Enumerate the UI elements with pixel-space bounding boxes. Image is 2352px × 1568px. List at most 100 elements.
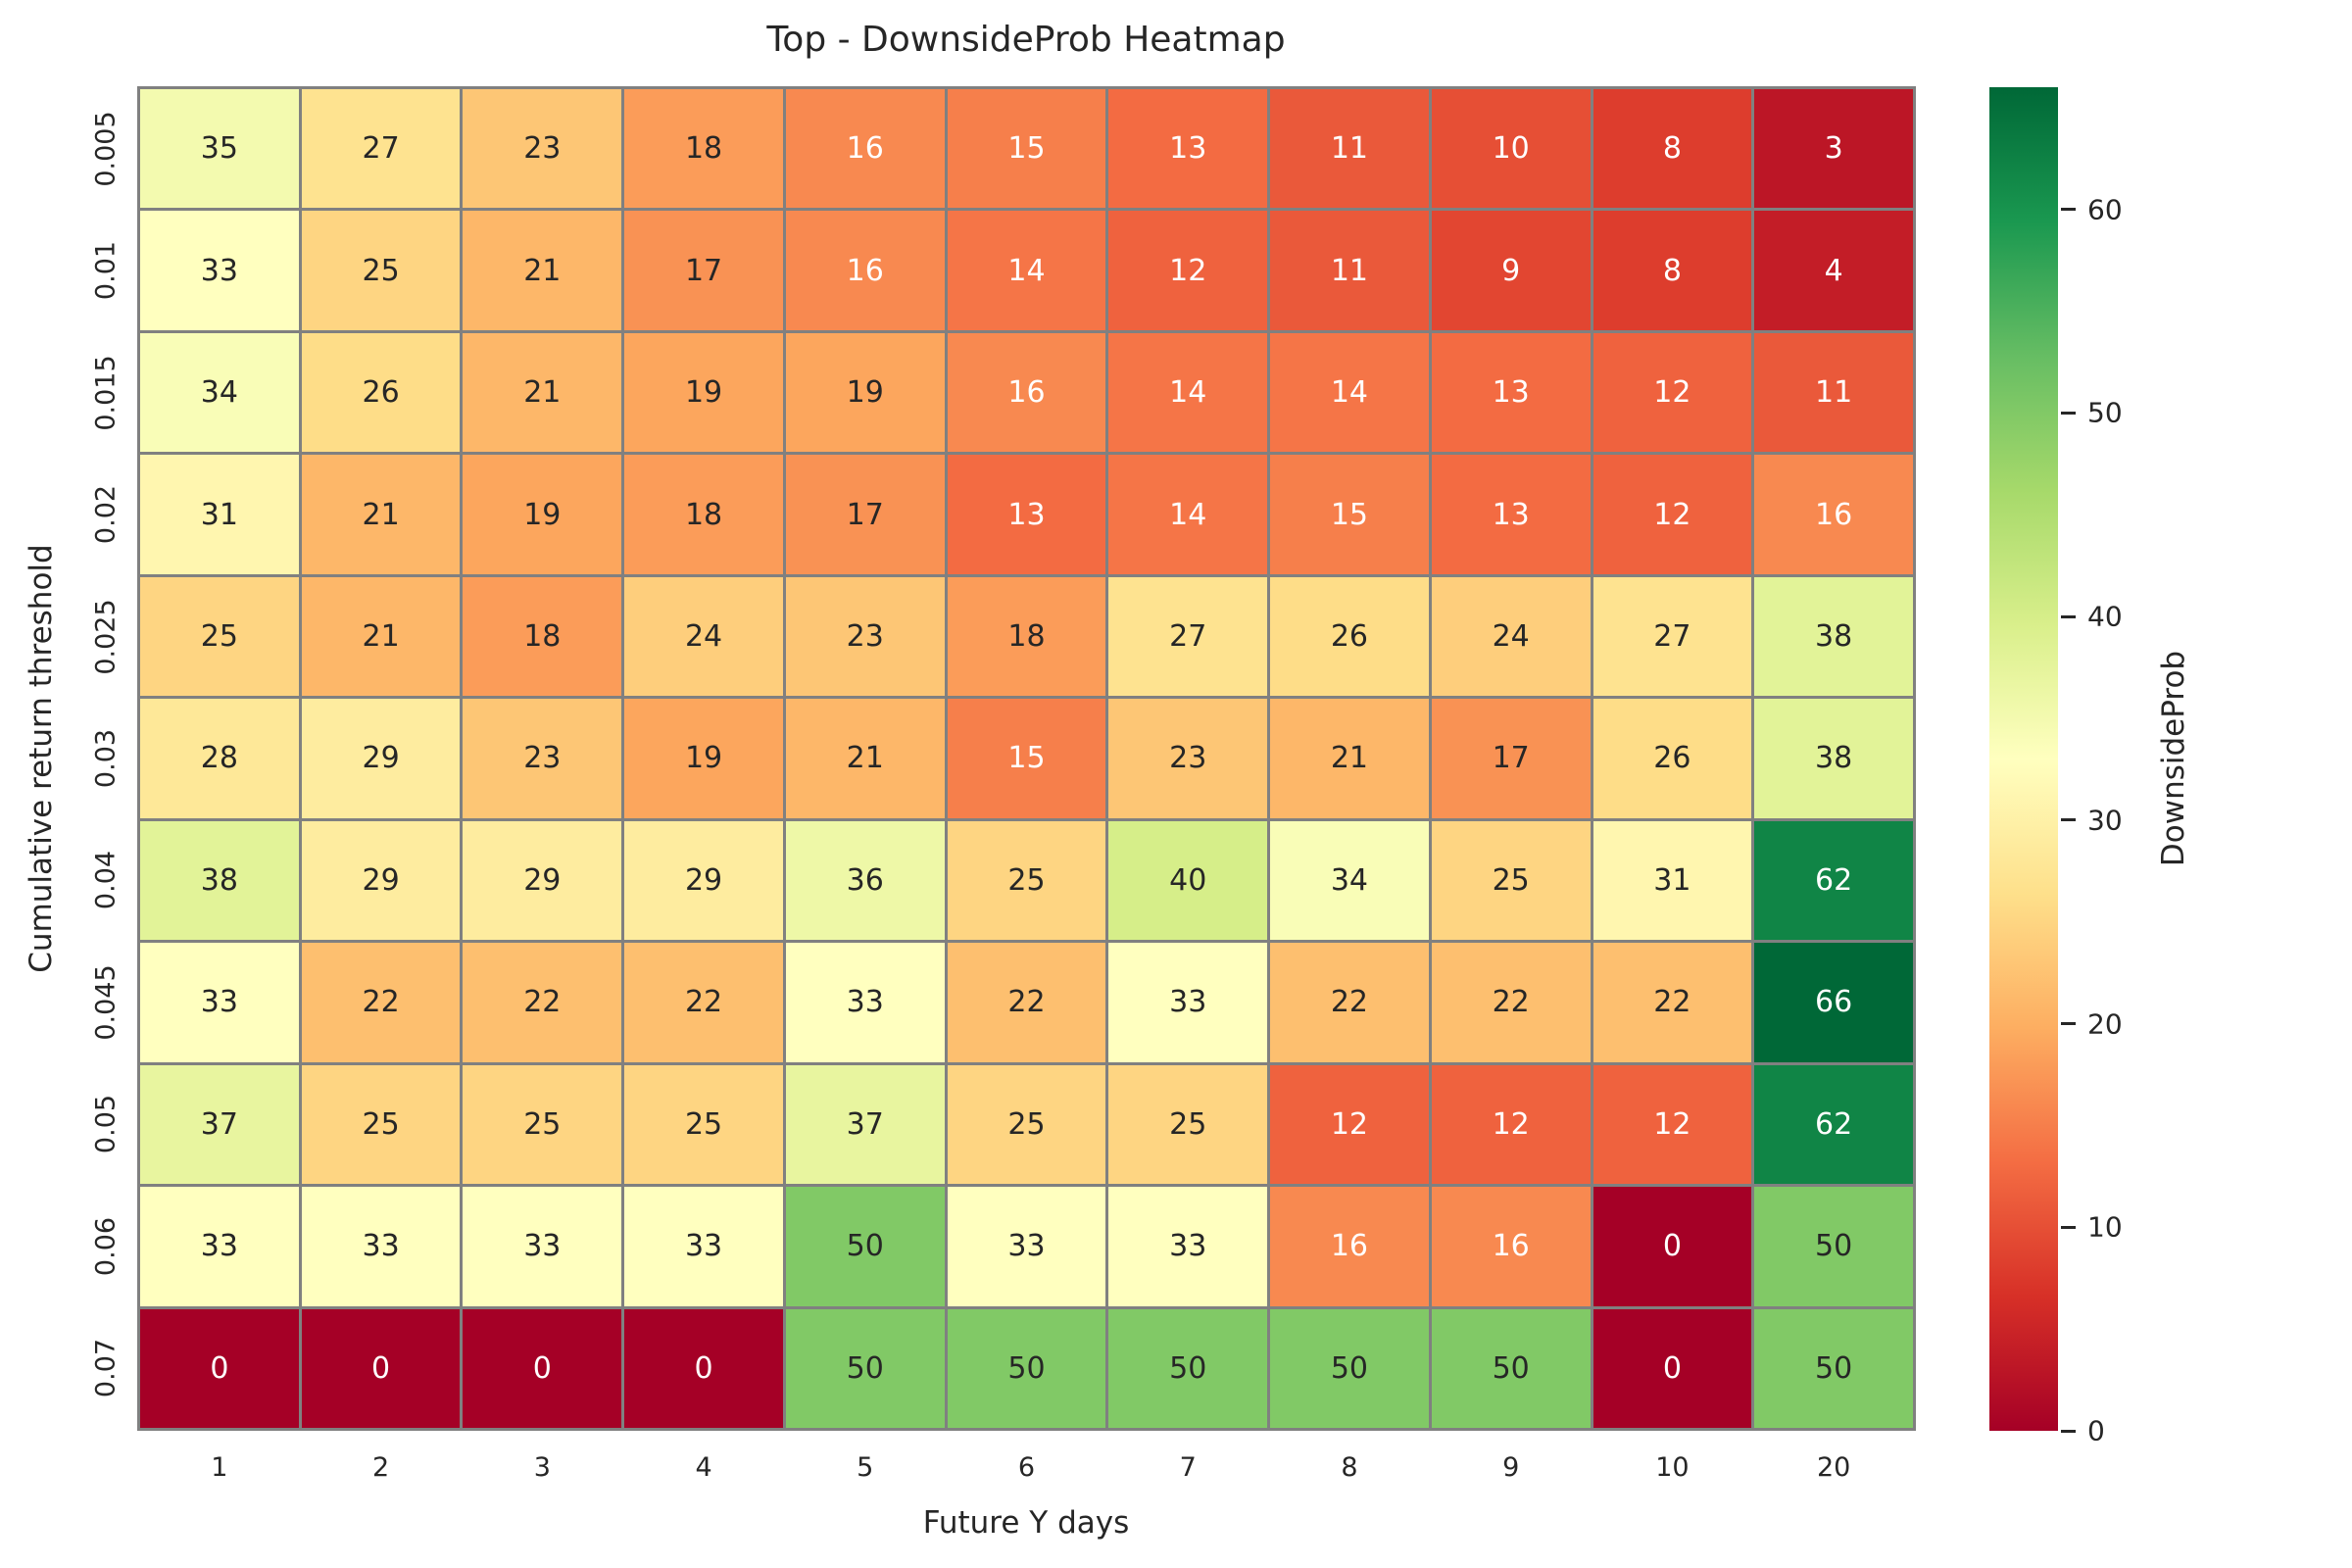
heatmap-cell: 34 [1270, 820, 1429, 941]
heatmap-cell: 25 [1108, 1064, 1268, 1185]
colorbar-tick-label: 60 [2087, 193, 2123, 226]
x-axis-label: Future Y days [922, 1505, 1130, 1541]
heatmap-cell: 28 [140, 699, 299, 818]
heatmap-cell: 11 [1270, 211, 1429, 330]
heatmap-cell: 33 [301, 1187, 461, 1306]
heatmap-cell: 23 [785, 576, 945, 697]
colorbar-tick-label: 0 [2087, 1414, 2105, 1447]
heatmap-cell: 33 [947, 1187, 1106, 1306]
x-tick-label: 20 [1816, 1452, 1851, 1483]
heatmap-cell: 34 [140, 332, 299, 453]
heatmap-cell: 16 [785, 211, 945, 330]
y-tick-label: 0.04 [90, 851, 122, 910]
heatmap-cell: 25 [463, 1064, 622, 1185]
heatmap-cell: 36 [785, 820, 945, 941]
heatmap-cell: 33 [140, 943, 299, 1062]
heatmap-cell: 14 [1270, 332, 1429, 453]
heatmap-cell: 14 [947, 211, 1106, 330]
heatmap-cell: 40 [1108, 820, 1268, 941]
heatmap-cell: 22 [947, 943, 1106, 1062]
colorbar-tickmark [2061, 1225, 2076, 1229]
heatmap-cell: 12 [1592, 332, 1752, 453]
heatmap-cell: 33 [463, 1187, 622, 1306]
heatmap-cell: 50 [1270, 1308, 1429, 1428]
heatmap-cell: 0 [1592, 1187, 1752, 1306]
heatmap-cell: 19 [624, 332, 783, 453]
heatmap-cell: 11 [1270, 89, 1429, 209]
heatmap-cell: 22 [301, 943, 461, 1062]
heatmap-cell: 16 [947, 332, 1106, 453]
heatmap-cell: 38 [1754, 576, 1913, 697]
y-tick-label: 0.015 [90, 354, 122, 431]
heatmap-cell: 50 [1754, 1308, 1913, 1428]
x-tick-label: 8 [1341, 1452, 1358, 1483]
heatmap-cell: 25 [1431, 820, 1591, 941]
y-tick-label: 0.005 [90, 111, 122, 187]
x-tick-label: 2 [371, 1452, 390, 1483]
heatmap-cell: 35 [140, 89, 299, 209]
heatmap-cell: 62 [1754, 820, 1913, 941]
heatmap-cell: 25 [947, 820, 1106, 941]
colorbar-tick-label: 40 [2087, 600, 2123, 633]
heatmap-cell: 18 [624, 89, 783, 209]
x-tick-label: 1 [211, 1452, 228, 1483]
heatmap-cell: 19 [785, 332, 945, 453]
y-tick-label: 0.06 [90, 1216, 122, 1276]
heatmap-cell: 38 [1754, 699, 1913, 818]
heatmap-cell: 26 [1592, 699, 1752, 818]
heatmap-cell: 33 [140, 1187, 299, 1306]
heatmap-cell: 25 [140, 576, 299, 697]
x-tick-label: 6 [1017, 1452, 1036, 1483]
colorbar-tick-label: 20 [2087, 1007, 2123, 1041]
heatmap-cell: 21 [463, 332, 622, 453]
heatmap-cell: 19 [463, 455, 622, 574]
heatmap-cell: 37 [785, 1064, 945, 1185]
heatmap-cell: 22 [1431, 943, 1591, 1062]
heatmap-cell: 33 [1108, 1187, 1268, 1306]
heatmap-cell: 19 [624, 699, 783, 818]
heatmap-cell: 62 [1754, 1064, 1913, 1185]
heatmap-cell: 3 [1754, 89, 1913, 209]
colorbar-gradient [1989, 87, 2058, 1431]
heatmap-cell: 13 [1431, 332, 1591, 453]
heatmap-cell: 26 [1270, 576, 1429, 697]
heatmap-cell: 50 [947, 1308, 1106, 1428]
heatmap-cell: 24 [624, 576, 783, 697]
heatmap-cell: 18 [624, 455, 783, 574]
heatmap-cell: 22 [624, 943, 783, 1062]
heatmap-cell: 25 [947, 1064, 1106, 1185]
heatmap-cell: 11 [1754, 332, 1913, 453]
colorbar-tickmark [2061, 1022, 2076, 1026]
x-tick-label: 10 [1655, 1452, 1690, 1483]
heatmap-cell: 10 [1431, 89, 1591, 209]
x-tick-label: 5 [857, 1452, 874, 1483]
heatmap-cell: 16 [1431, 1187, 1591, 1306]
heatmap-cell: 50 [1108, 1308, 1268, 1428]
heatmap-cell: 12 [1592, 1064, 1752, 1185]
heatmap-cell: 21 [301, 576, 461, 697]
chart-title: Top - DownsideProb Heatmap [766, 20, 1286, 60]
heatmap-cell: 21 [463, 211, 622, 330]
heatmap-cell: 50 [1431, 1308, 1591, 1428]
heatmap-cell: 25 [624, 1064, 783, 1185]
heatmap-cell: 13 [1108, 89, 1268, 209]
heatmap-cell: 21 [301, 455, 461, 574]
x-tick-label: 3 [533, 1452, 551, 1483]
heatmap-cell: 14 [1108, 332, 1268, 453]
heatmap-cell: 25 [301, 1064, 461, 1185]
heatmap-cell: 0 [463, 1308, 622, 1428]
heatmap-cell: 23 [1108, 699, 1268, 818]
heatmap-cell: 23 [463, 699, 622, 818]
colorbar-tickmark [2061, 614, 2076, 618]
heatmap-cell: 16 [785, 89, 945, 209]
heatmap-grid: 35 27 23 18 16 15 13 11 10 8 3 33 25 21 17 16 14 12 11 9 8 4 3… [137, 86, 1916, 1431]
heatmap-cell: 37 [140, 1064, 299, 1185]
heatmap-cell: 0 [624, 1308, 783, 1428]
heatmap-cell: 13 [947, 455, 1106, 574]
heatmap-cell: 22 [1270, 943, 1429, 1062]
heatmap-cell: 26 [301, 332, 461, 453]
y-tick-label: 0.01 [90, 241, 122, 301]
heatmap-cell: 29 [301, 699, 461, 818]
heatmap-cell: 33 [624, 1187, 783, 1306]
y-tick-label: 0.02 [90, 485, 122, 545]
